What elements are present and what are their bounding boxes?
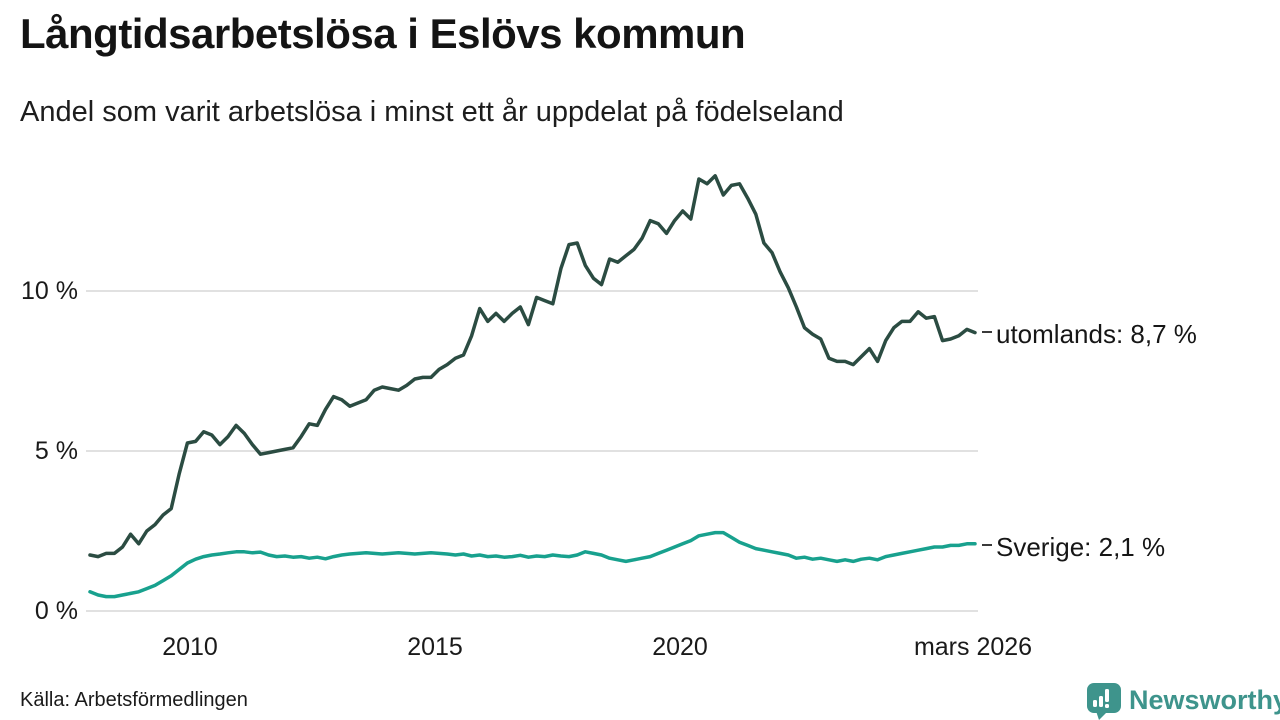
page-title: Långtidsarbetslösa i Eslövs kommun (20, 10, 746, 57)
x-axis-tick-2015: 2015 (407, 633, 463, 661)
series-line-sverige (88, 530, 977, 599)
series-label-sverige: Sverige: 2,1 % (996, 532, 1166, 562)
x-axis-tick-2010: 2010 (162, 633, 218, 661)
y-axis-tick-0: 0 % (34, 597, 78, 625)
series-line-utomlands (88, 174, 977, 559)
gridlines (86, 290, 978, 612)
series-layer (88, 174, 977, 599)
page-subtitle: Andel som varit arbetslösa i minst ett å… (20, 96, 844, 128)
label-leader-dashes (982, 331, 992, 546)
x-axis-tick-2020: 2020 (652, 633, 708, 661)
newsworthy-wordmark: Newsworthy (1129, 685, 1280, 715)
y-axis-tick-5: 5 % (34, 437, 78, 465)
source-note: Källa: Arbetsförmedlingen (20, 689, 248, 711)
y-axis-tick-10: 10 % (21, 277, 78, 305)
x-axis-tick-mars-2026: mars 2026 (913, 633, 1033, 661)
newsworthy-branding: Newsworthy (1086, 682, 1280, 720)
newsworthy-pin-barchart-icon (1087, 683, 1121, 720)
series-label-utomlands: utomlands: 8,7 % (996, 319, 1197, 349)
